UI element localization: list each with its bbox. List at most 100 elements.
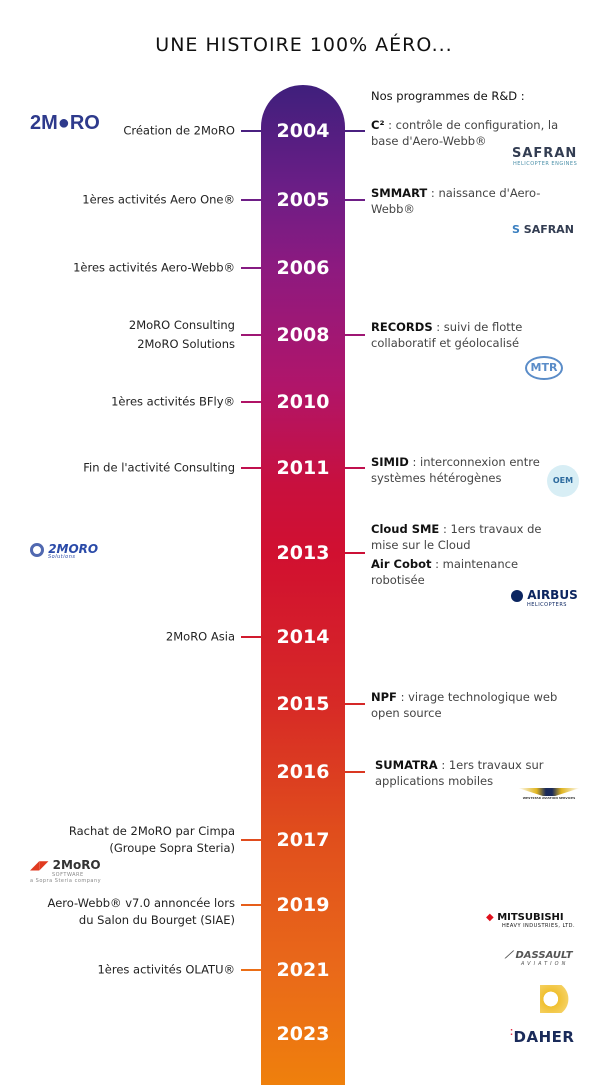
timeline-bar <box>261 85 345 1085</box>
program-name: SUMATRA <box>375 758 438 772</box>
connector <box>345 467 365 469</box>
logo-dassault: ⟋ DASSAULT AVIATION <box>505 950 573 967</box>
logo-mitsubishi: ◆ MITSUBISHI HEAVY INDUSTRIES, LTD. <box>486 912 575 929</box>
logo-text: WESTSTAR AVIATION SERVICES <box>522 796 576 800</box>
connector <box>241 334 261 336</box>
rd-c2: C² : contrôle de configuration, la base … <box>371 117 571 149</box>
year-2017: 2017 <box>276 829 330 851</box>
program-name: SIMID <box>371 455 409 469</box>
program-desc: : virage technologique web open source <box>371 690 558 720</box>
program-name: SMMART <box>371 186 428 200</box>
logo-eagle-emblem <box>540 985 576 1013</box>
connector <box>345 199 365 201</box>
connector <box>241 267 261 269</box>
connector <box>241 199 261 201</box>
year-2014: 2014 <box>276 626 330 648</box>
program-desc: : 1ers travaux de mise sur le Cloud <box>371 522 542 552</box>
connector <box>241 130 261 132</box>
event-2019-line1: Aero-Webb® v7.0 annoncée lors <box>47 896 235 910</box>
year-2021: 2021 <box>276 959 330 981</box>
event-2021: 1ères activités OLATU® <box>97 962 235 977</box>
program-name: Air Cobot <box>371 557 432 571</box>
year-2005: 2005 <box>276 189 330 211</box>
program-name: NPF <box>371 690 397 704</box>
event-2005: 1ères activités Aero One® <box>82 192 235 207</box>
event-2010: 1ères activités BFly® <box>111 394 235 409</box>
year-2006: 2006 <box>276 257 330 279</box>
s-icon: ◢◤ <box>30 858 49 872</box>
dots-icon: ⁚ <box>510 1028 514 1037</box>
connector <box>345 552 365 554</box>
logo-text: 2MORO <box>48 542 99 556</box>
year-2010: 2010 <box>276 391 330 413</box>
event-2014: 2MoRO Asia <box>165 629 235 644</box>
program-desc: : 1ers travaux sur applications mobiles <box>375 758 544 788</box>
year-2013: 2013 <box>276 542 330 564</box>
connector <box>345 130 365 132</box>
logo-daher: ⁚DAHER <box>510 1028 574 1046</box>
rd-air-cobot: Air Cobot : maintenance robotisée <box>371 556 541 588</box>
program-name: RECORDS <box>371 320 433 334</box>
connector <box>241 467 261 469</box>
logo-2moro-solutions: 2MORO Solutions <box>30 542 98 560</box>
logo-text: SAFRAN <box>512 146 578 161</box>
wings-icon <box>518 788 580 796</box>
logo-subtext: SOFTWARE <box>52 872 84 878</box>
logo-text: AIRBUS <box>527 588 578 602</box>
logo-subtext: HELICOPTERS <box>527 602 567 608</box>
connector <box>345 334 365 336</box>
rd-smmart: SMMART : naissance d'Aero-Webb® <box>371 185 551 217</box>
program-desc: : interconnexion entre systèmes hétérogè… <box>371 455 540 485</box>
program-name: C² <box>371 118 385 132</box>
logo-subtext: Solutions <box>48 553 76 560</box>
rd-cloud-sme: Cloud SME : 1ers travaux de mise sur le … <box>371 521 571 553</box>
event-2019: Aero-Webb® v7.0 annoncée lors du Salon du… <box>48 895 235 929</box>
safran-s-icon: S <box>512 223 524 236</box>
program-desc: : suivi de flotte collaboratif et géoloc… <box>371 320 523 350</box>
year-2016: 2016 <box>276 761 330 783</box>
connector <box>241 969 261 971</box>
event-2008: 2MoRO Consulting 2MoRO Solutions <box>129 316 235 354</box>
logo-text: DAHER <box>513 1028 575 1046</box>
airbus-icon <box>511 589 523 602</box>
logo-2moro: 2M●RO <box>30 112 100 135</box>
year-2023: 2023 <box>276 1023 330 1045</box>
rd-heading: Nos programmes de R&D : <box>371 89 525 103</box>
logo-safran-helicopter-engines: SAFRAN HELICOPTER ENGINES <box>512 146 577 167</box>
connector <box>345 703 365 705</box>
year-2019: 2019 <box>276 894 330 916</box>
logo-text: 2M●RO <box>30 112 100 134</box>
logo-subtext: AVIATION <box>521 961 569 967</box>
connector <box>241 636 261 638</box>
event-2008-line1: 2MoRO Consulting <box>128 318 235 332</box>
logo-mtr: MTR <box>525 356 563 380</box>
logo-text: SAFRAN <box>523 223 574 236</box>
swirl-icon <box>30 542 44 557</box>
program-name: Cloud SME <box>371 522 440 536</box>
connector <box>241 401 261 403</box>
three-diamonds-icon: ◆ <box>486 912 494 923</box>
rd-npf: NPF : virage technologique web open sour… <box>371 689 571 721</box>
rd-sumatra: SUMATRA : 1ers travaux sur applications … <box>375 757 545 789</box>
logo-tagline: a Sopra Steria company <box>30 878 102 884</box>
year-2004: 2004 <box>276 120 330 142</box>
logo-text: 2MoRO <box>52 858 101 872</box>
program-desc: : contrôle de configuration, la base d'A… <box>371 118 559 148</box>
event-2017: Rachat de 2MoRO par Cimpa (Groupe Sopra S… <box>69 823 235 857</box>
logo-safran: S SAFRAN <box>512 223 574 236</box>
logo-text: MITSUBISHI <box>497 912 564 923</box>
dassault-emblem-icon: ⟋ <box>505 950 516 961</box>
logo-oem: OEM <box>547 465 579 497</box>
event-2004: Création de 2MoRO <box>123 123 235 138</box>
event-2019-line2: du Salon du Bourget (SIAE) <box>78 913 235 927</box>
logo-text: DASSAULT <box>515 950 573 961</box>
rd-simid: SIMID : interconnexion entre systèmes hé… <box>371 454 546 486</box>
event-2011: Fin de l'activité Consulting <box>83 460 235 475</box>
event-2006: 1ères activités Aero-Webb® <box>73 260 235 275</box>
year-2008: 2008 <box>276 324 330 346</box>
logo-airbus-helicopters: AIRBUS HELICOPTERS <box>511 588 578 608</box>
logo-subtext: HELICOPTER ENGINES <box>513 161 578 167</box>
logo-2moro-software: ◢◤ 2MoRO SOFTWARE a Sopra Steria company <box>30 858 101 884</box>
connector <box>241 839 261 841</box>
year-2015: 2015 <box>276 693 330 715</box>
